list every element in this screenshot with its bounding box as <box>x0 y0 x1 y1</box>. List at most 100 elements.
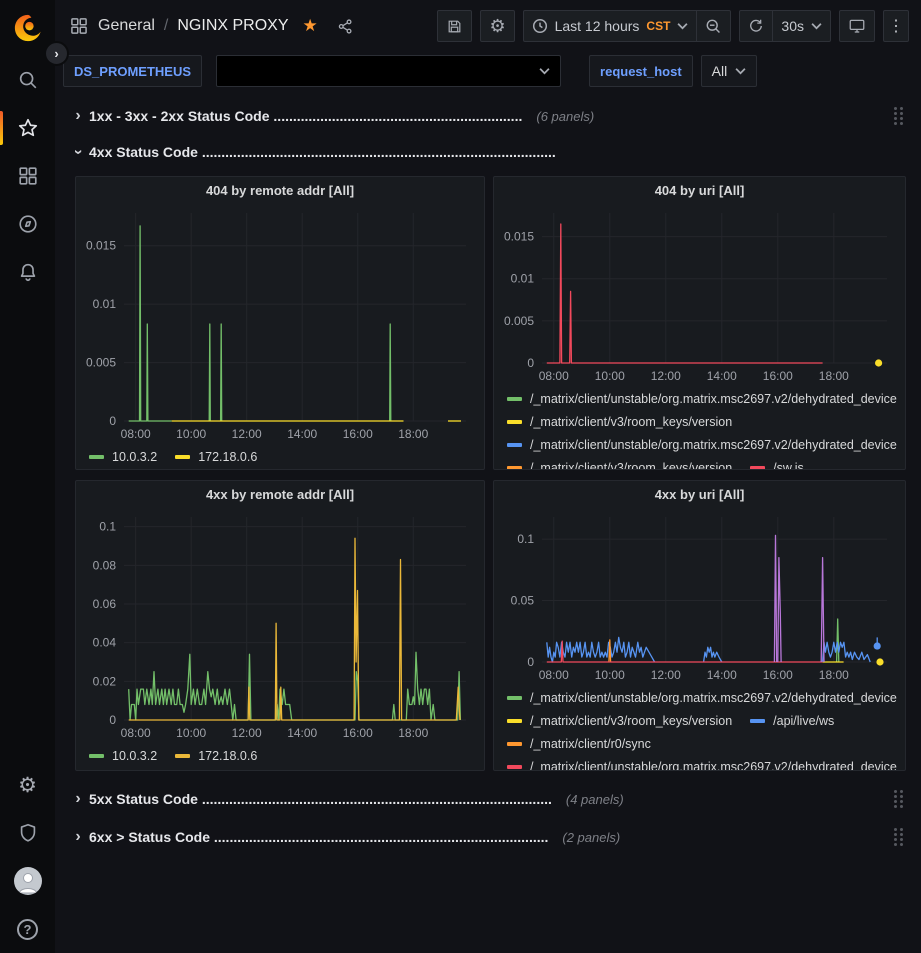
refresh-button[interactable] <box>739 10 774 42</box>
sidebar-item-server-admin[interactable] <box>0 809 55 857</box>
grafana-logo[interactable] <box>0 0 55 56</box>
variable-value-ds-prometheus[interactable] <box>216 55 562 87</box>
y-tick-label: 0 <box>109 713 116 727</box>
legend-item[interactable]: 172.18.0.6 <box>175 447 257 466</box>
panel-title[interactable]: 4xx by remote addr [All] <box>205 487 355 502</box>
sidebar-item-alerting[interactable] <box>0 248 55 296</box>
row-header-5xx[interactable]: › 5xx Status Code ......................… <box>63 783 913 815</box>
series-point <box>876 658 884 666</box>
panel-title[interactable]: 404 by remote addr [All] <box>205 183 355 198</box>
more-options-button[interactable]: ⋮ <box>883 10 909 42</box>
sidebar-item-configuration[interactable]: ⚙ <box>0 761 55 809</box>
share-icon[interactable] <box>337 18 354 35</box>
legend-item[interactable]: /_matrix/client/unstable/org.matrix.msc2… <box>507 757 897 771</box>
x-tick-label: 08:00 <box>121 427 151 441</box>
shield-icon <box>20 823 35 842</box>
panel-4xx-by-remote-addr: 4xx by remote addr [All] 0 0.02 0.04 0.06 0.… <box>75 480 485 771</box>
legend-item[interactable]: /_matrix/client/v3/room_keys/version <box>507 711 732 730</box>
legend-item[interactable]: /_matrix/client/unstable/org.matrix.msc2… <box>507 389 897 408</box>
legend-swatch <box>175 753 191 758</box>
row-header-6xx[interactable]: › 6xx > Status Code ....................… <box>63 821 913 853</box>
chevron-down-icon <box>539 67 550 75</box>
refresh-interval-picker[interactable]: 30s <box>773 10 831 42</box>
legend-item[interactable]: /_matrix/client/v3/room_keys/version <box>507 412 732 431</box>
chart-404-by-remote-addr: 0 0.005 0.01 0.015 08:00 10:00 12:00 14:00 16:00… <box>76 205 484 445</box>
tv-mode-button[interactable] <box>839 10 875 42</box>
avatar-person-icon <box>18 873 37 894</box>
save-dashboard-button[interactable] <box>437 10 473 42</box>
sidebar-item-profile[interactable] <box>0 857 55 905</box>
sidebar-item-dashboards[interactable] <box>0 152 55 200</box>
sidebar-item-starred[interactable] <box>0 104 55 152</box>
variable-label-request-host[interactable]: request_host <box>589 55 693 87</box>
save-icon <box>449 20 461 32</box>
legend-item[interactable]: /api/live/ws <box>750 711 834 730</box>
sidebar-item-explore[interactable] <box>0 200 55 248</box>
time-range-picker[interactable]: Last 12 hours CST <box>522 10 698 42</box>
panel-title[interactable]: 404 by uri [All] <box>654 183 745 198</box>
breadcrumb-dashboard-title[interactable]: NGINX PROXY <box>177 17 289 34</box>
legend-item[interactable]: 172.18.0.6 <box>175 746 257 765</box>
y-tick-label: 0.015 <box>504 230 534 244</box>
row-collapse-chevron: › <box>75 790 81 807</box>
variable-value-request-host[interactable]: All <box>700 55 758 87</box>
x-tick-label: 16:00 <box>763 369 793 383</box>
legend-swatch <box>175 454 191 459</box>
gear-icon: ⚙ <box>18 773 37 797</box>
x-tick-label: 08:00 <box>121 726 151 740</box>
series-point <box>874 359 883 367</box>
legend-item[interactable]: /_matrix/client/r0/sync <box>507 734 651 753</box>
legend-swatch <box>89 454 104 459</box>
grafana-logo-icon <box>14 14 41 42</box>
x-tick-label: 08:00 <box>539 668 569 682</box>
legend-label: /_matrix/client/unstable/org.matrix.msc2… <box>530 759 897 771</box>
panel-title[interactable]: 4xx by uri [All] <box>654 487 745 502</box>
legend-swatch <box>507 442 522 447</box>
panel-legend: 10.0.3.2 172.18.0.6 <box>76 445 484 469</box>
sidebar-expand-button[interactable]: › <box>44 41 69 66</box>
compass-icon <box>18 215 37 233</box>
timezone-badge: CST <box>646 19 671 33</box>
x-tick-label: 18:00 <box>819 668 849 682</box>
legend-item[interactable]: 10.0.3.2 <box>89 447 157 466</box>
legend-item[interactable]: 10.0.3.2 <box>89 746 157 765</box>
row-drag-handle[interactable] <box>894 828 903 846</box>
row-header-4xx[interactable]: › 4xx Status Code ......................… <box>63 138 913 166</box>
x-tick-label: 18:00 <box>398 427 428 441</box>
legend-swatch <box>507 695 522 700</box>
favorite-star-icon[interactable]: ★ <box>302 16 318 35</box>
legend-swatch <box>507 718 522 723</box>
x-tick-label: 16:00 <box>343 726 373 740</box>
series-line <box>389 323 392 422</box>
row-drag-handle[interactable] <box>894 790 903 808</box>
dashboard-settings-button[interactable]: ⚙ <box>480 10 515 42</box>
legend-swatch <box>507 764 522 769</box>
legend-item[interactable]: /_matrix/client/unstable/org.matrix.msc2… <box>507 688 897 707</box>
series-line <box>773 534 778 663</box>
row-header-1xx-3xx-2xx[interactable]: › 1xx - 3xx - 2xx Status Code ..........… <box>63 102 913 130</box>
legend-label: 172.18.0.6 <box>198 449 258 464</box>
legend-item[interactable]: /sw.js <box>750 458 804 469</box>
variable-label-ds-prometheus[interactable]: DS_PROMETHEUS <box>63 55 203 87</box>
help-icon: ? <box>17 918 38 940</box>
legend-item[interactable]: /_matrix/client/unstable/org.matrix.msc2… <box>507 435 897 454</box>
legend-label: /api/live/ws <box>773 713 835 728</box>
legend-item[interactable]: /_matrix/client/v3/room_keys/version <box>507 458 732 469</box>
legend-swatch <box>507 741 522 746</box>
y-tick-label: 0.08 <box>93 558 117 572</box>
zoom-out-time-button[interactable] <box>697 10 732 42</box>
row-drag-handle[interactable] <box>894 107 903 125</box>
toolbar: ⚙ Last 12 hours CST <box>437 10 909 42</box>
x-tick-label: 16:00 <box>343 427 373 441</box>
breadcrumb-folder[interactable]: General <box>98 17 155 34</box>
y-tick-label: 0 <box>527 655 534 669</box>
series-line <box>821 641 871 663</box>
sidebar-item-search[interactable] <box>0 56 55 104</box>
series-line <box>208 323 211 422</box>
top-navbar: General / NGINX PROXY ★ <box>55 0 921 52</box>
x-tick-label: 14:00 <box>707 369 737 383</box>
series-line <box>702 646 723 663</box>
y-tick-label: 0.02 <box>93 674 117 688</box>
sidebar-item-help[interactable]: ? <box>0 905 55 953</box>
